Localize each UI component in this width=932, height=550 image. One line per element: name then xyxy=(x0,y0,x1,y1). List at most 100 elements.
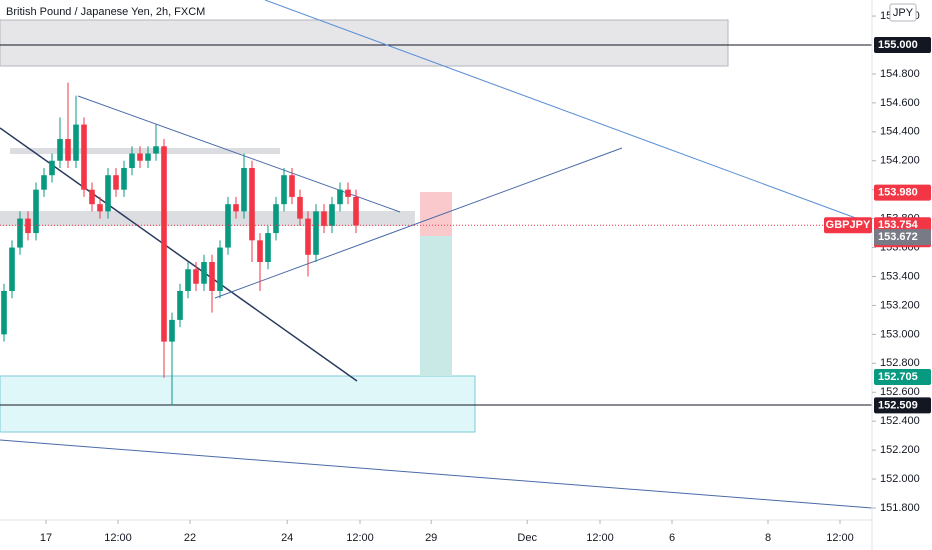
candle-body xyxy=(265,233,271,263)
price-label-box xyxy=(874,229,931,246)
currency-box[interactable] xyxy=(889,3,917,22)
symbol: GBPJPY xyxy=(826,219,871,231)
chart-title: British Pound / Japanese Yen, 2h, FXCM xyxy=(6,6,205,18)
candle-body xyxy=(193,269,199,284)
price-label-box xyxy=(874,397,931,414)
y-tick-label: 154.800 xyxy=(880,68,920,80)
symbol-box xyxy=(824,217,872,234)
candle-body xyxy=(217,247,223,291)
candle-body xyxy=(177,290,183,320)
y-tick-label: 152.400 xyxy=(880,415,920,427)
drawings xyxy=(0,0,873,509)
candle-body xyxy=(81,124,87,190)
candle-body xyxy=(9,247,15,291)
y-tick-label: 152.200 xyxy=(880,444,920,456)
candles xyxy=(0,82,872,406)
price-label: 153.754 xyxy=(878,219,919,231)
candle-body xyxy=(321,211,327,226)
candle-body xyxy=(345,189,351,197)
x-tick-label: 17 xyxy=(40,532,52,544)
price-label: 152.509 xyxy=(878,399,918,411)
price-label-box xyxy=(874,184,931,201)
candle-body xyxy=(97,204,103,212)
trend-line xyxy=(264,0,873,225)
candle-body xyxy=(257,240,263,263)
candle-body xyxy=(73,124,79,161)
candle-body xyxy=(233,204,239,212)
candle-body xyxy=(297,196,303,219)
candle-body xyxy=(17,218,23,248)
candle-body xyxy=(57,139,63,161)
candle-body xyxy=(153,146,159,154)
candle-body xyxy=(169,319,175,342)
x-tick-label: 22 xyxy=(184,532,196,544)
trend-line xyxy=(214,147,623,299)
candle-body xyxy=(65,139,71,161)
y-tick-label: 154.200 xyxy=(880,155,920,167)
x-tick-label: 12:00 xyxy=(346,532,374,544)
y-tick-label: 154.600 xyxy=(880,97,920,109)
trend-line xyxy=(0,127,358,382)
price-label-box xyxy=(874,36,931,53)
candle-body xyxy=(113,175,119,190)
target-zone xyxy=(420,236,452,376)
y-tick-label: 151.800 xyxy=(880,502,920,514)
candle-body xyxy=(201,262,207,284)
candle-body xyxy=(281,175,287,205)
candle-body xyxy=(1,290,7,335)
candle-body xyxy=(33,189,39,234)
gray-zone xyxy=(0,211,415,226)
candle-body xyxy=(105,175,111,212)
candle-body xyxy=(49,160,55,176)
x-tick-label: 29 xyxy=(425,532,437,544)
x-tick-label: 12:00 xyxy=(104,532,132,544)
candle-body xyxy=(353,196,359,226)
x-tick-label: Dec xyxy=(517,532,537,544)
y-tick-label: 152.000 xyxy=(880,473,920,485)
candle-body xyxy=(241,167,247,212)
candle-body xyxy=(329,204,335,226)
price-label: 153.980 xyxy=(878,186,918,198)
gray-zone xyxy=(0,19,729,67)
price-label: 152.705 xyxy=(878,371,918,383)
x-tick-label: 6 xyxy=(669,532,675,544)
candle-body xyxy=(337,189,343,205)
y-tick-label: 152.600 xyxy=(880,386,920,398)
candle-body xyxy=(137,153,143,161)
stop-zone xyxy=(420,192,452,236)
x-tick-label: 24 xyxy=(281,532,293,544)
currency[interactable]: JPY xyxy=(893,7,914,19)
x-tick-label: 12:00 xyxy=(586,532,614,544)
candle-body xyxy=(289,175,295,197)
candle-body xyxy=(209,262,215,291)
demand-zone xyxy=(0,375,476,433)
candle-body xyxy=(129,153,135,168)
price-label: 153.672 xyxy=(878,231,918,243)
trend-line xyxy=(0,439,873,509)
candle-body xyxy=(305,218,311,255)
y-tick-label: 152.800 xyxy=(880,357,920,369)
candle-body xyxy=(249,167,255,241)
candle-body xyxy=(273,204,279,234)
x-tick-label: 12:00 xyxy=(826,532,854,544)
price-label-box xyxy=(874,369,931,386)
candle-body xyxy=(225,204,231,248)
candle-body xyxy=(185,269,191,291)
candle-body xyxy=(25,218,31,234)
y-tick-label: 153.200 xyxy=(880,299,920,311)
candle-body xyxy=(313,211,319,255)
candle-body xyxy=(89,189,95,205)
candle-body xyxy=(161,146,167,342)
gray-zone xyxy=(10,148,280,154)
x-tick-label: 8 xyxy=(765,532,771,544)
y-tick-label: 154.400 xyxy=(880,126,920,138)
y-tick-label: 153.400 xyxy=(880,270,920,282)
y-tick-label: 153.000 xyxy=(880,328,920,340)
candle-body xyxy=(145,153,151,161)
axes: 151.800 152.000 152.200 152.400 152.600 152.8… xyxy=(40,10,931,544)
price-label: 155.000 xyxy=(878,39,918,51)
candle-body xyxy=(41,175,47,190)
candle-body xyxy=(121,167,127,190)
